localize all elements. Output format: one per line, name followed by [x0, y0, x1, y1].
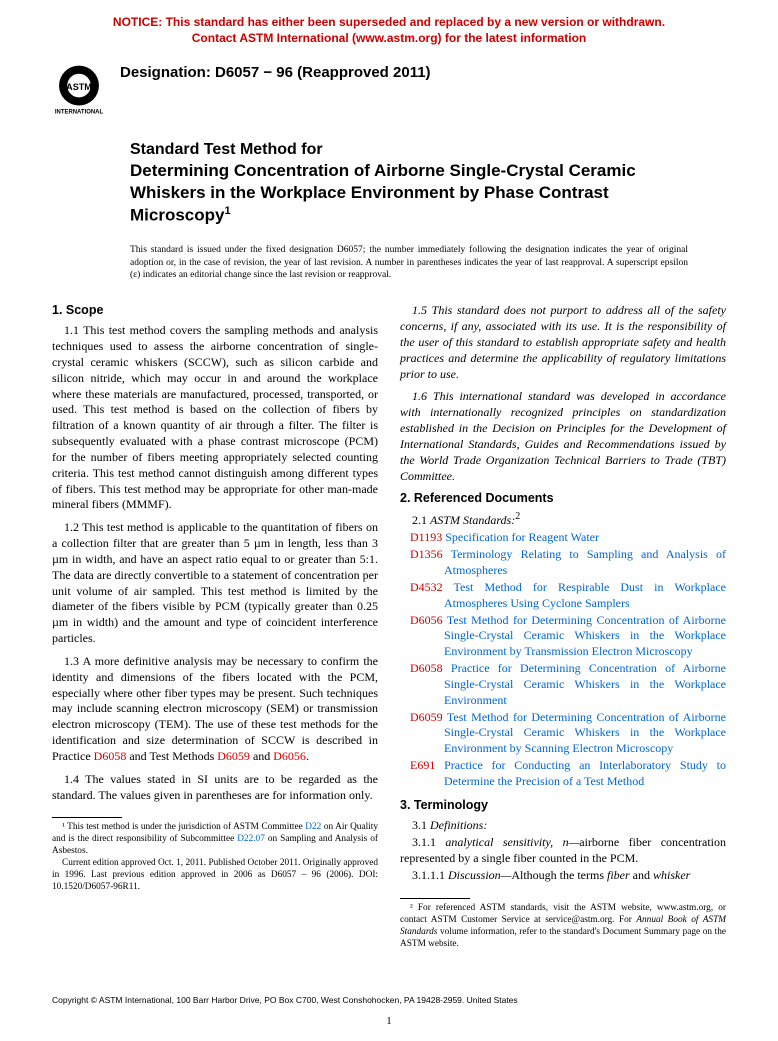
link-d6058[interactable]: D6058: [94, 749, 127, 763]
ref-item: E691 Practice for Conducting an Interlab…: [400, 758, 726, 790]
issuance-note: This standard is issued under the fixed …: [0, 234, 778, 281]
svg-text:INTERNATIONAL: INTERNATIONAL: [55, 110, 104, 116]
para-1-3: 1.3 A more definitive analysis may be ne…: [52, 654, 378, 765]
ref-code[interactable]: E691: [410, 758, 435, 772]
astm-logo: ASTM INTERNATIONAL: [50, 62, 108, 120]
footnote-separator: [52, 817, 122, 818]
para-1-1: 1.1 This test method covers the sampling…: [52, 323, 378, 513]
term-3-1: 3.1 Definitions:: [400, 818, 726, 833]
ref-title[interactable]: Specification for Reagent Water: [445, 530, 599, 544]
title-sup: 1: [224, 205, 230, 217]
notice-line2: Contact ASTM International (www.astm.org…: [192, 31, 586, 45]
ref-title[interactable]: Practice for Conducting an Interlaborato…: [444, 758, 726, 788]
right-column: 1.5 This standard does not purport to ad…: [400, 303, 726, 950]
header: ASTM INTERNATIONAL Designation: D6057 − …: [0, 52, 778, 120]
para-1-4: 1.4 The values stated in SI units are to…: [52, 772, 378, 804]
para-1-5: 1.5 This standard does not purport to ad…: [400, 303, 726, 382]
ref-code[interactable]: D6056: [410, 613, 443, 627]
footnote-1b: Current edition approved Oct. 1, 2011. P…: [52, 858, 378, 894]
footnote-1: ¹ This test method is under the jurisdic…: [52, 822, 378, 858]
ref-title[interactable]: Test Method for Respirable Dust in Workp…: [444, 580, 726, 610]
title-main-text: Determining Concentration of Airborne Si…: [130, 161, 636, 224]
ref-item: D1356 Terminology Relating to Sampling a…: [400, 547, 726, 579]
ref-title[interactable]: Test Method for Determining Concentratio…: [444, 710, 726, 756]
link-d22-07[interactable]: D22.07: [237, 834, 265, 844]
ref-item: D6058 Practice for Determining Concentra…: [400, 661, 726, 708]
title-prefix: Standard Test Method for: [130, 140, 698, 160]
ref-item: D4532 Test Method for Respirable Dust in…: [400, 580, 726, 612]
para-1-6: 1.6 This international standard was deve…: [400, 389, 726, 484]
title-block: Standard Test Method for Determining Con…: [0, 120, 778, 234]
ref-title[interactable]: Terminology Relating to Sampling and Ana…: [444, 547, 726, 577]
para-1-2: 1.2 This test method is applicable to th…: [52, 520, 378, 647]
ref-code[interactable]: D1193: [410, 530, 442, 544]
ref-title[interactable]: Test Method for Determining Concentratio…: [444, 613, 726, 659]
link-d22[interactable]: D22: [305, 822, 321, 832]
notice-banner: NOTICE: This standard has either been su…: [0, 0, 778, 52]
term-3-1-1: 3.1.1 analytical sensitivity, n—airborne…: [400, 835, 726, 867]
ref-code[interactable]: D6058: [410, 661, 443, 675]
title-main: Determining Concentration of Airborne Si…: [130, 160, 698, 226]
link-d6056[interactable]: D6056: [273, 749, 306, 763]
refdocs-heading: 2. Referenced Documents: [400, 491, 726, 505]
body-columns: 1. Scope 1.1 This test method covers the…: [0, 281, 778, 950]
footnote-separator-right: [400, 898, 470, 899]
page-number: 1: [0, 1015, 778, 1027]
ref-item: D6056 Test Method for Determining Concen…: [400, 613, 726, 660]
footnote-2: ² For referenced ASTM standards, visit t…: [400, 903, 726, 951]
scope-heading: 1. Scope: [52, 303, 378, 317]
ref-code[interactable]: D6059: [410, 710, 443, 724]
ref-title[interactable]: Practice for Determining Concentration o…: [444, 661, 726, 707]
left-column: 1. Scope 1.1 This test method covers the…: [52, 303, 378, 950]
terminology-heading: 3. Terminology: [400, 798, 726, 812]
notice-line1: NOTICE: This standard has either been su…: [113, 15, 665, 29]
ref-list: D1193 Specification for Reagent WaterD13…: [400, 530, 726, 789]
term-3-1-1-1: 3.1.1.1 Discussion—Although the terms fi…: [400, 868, 726, 884]
ref-code[interactable]: D4532: [410, 580, 443, 594]
ref-item: D1193 Specification for Reagent Water: [400, 530, 726, 546]
ref-code[interactable]: D1356: [410, 547, 443, 561]
svg-text:ASTM: ASTM: [66, 82, 92, 92]
designation: Designation: D6057 − 96 (Reapproved 2011…: [120, 62, 431, 81]
copyright: Copyright © ASTM International, 100 Barr…: [52, 995, 518, 1005]
refdocs-subhead: 2.1 ASTM Standards:2: [400, 511, 726, 528]
ref-item: D6059 Test Method for Determining Concen…: [400, 710, 726, 757]
link-d6059[interactable]: D6059: [217, 749, 250, 763]
